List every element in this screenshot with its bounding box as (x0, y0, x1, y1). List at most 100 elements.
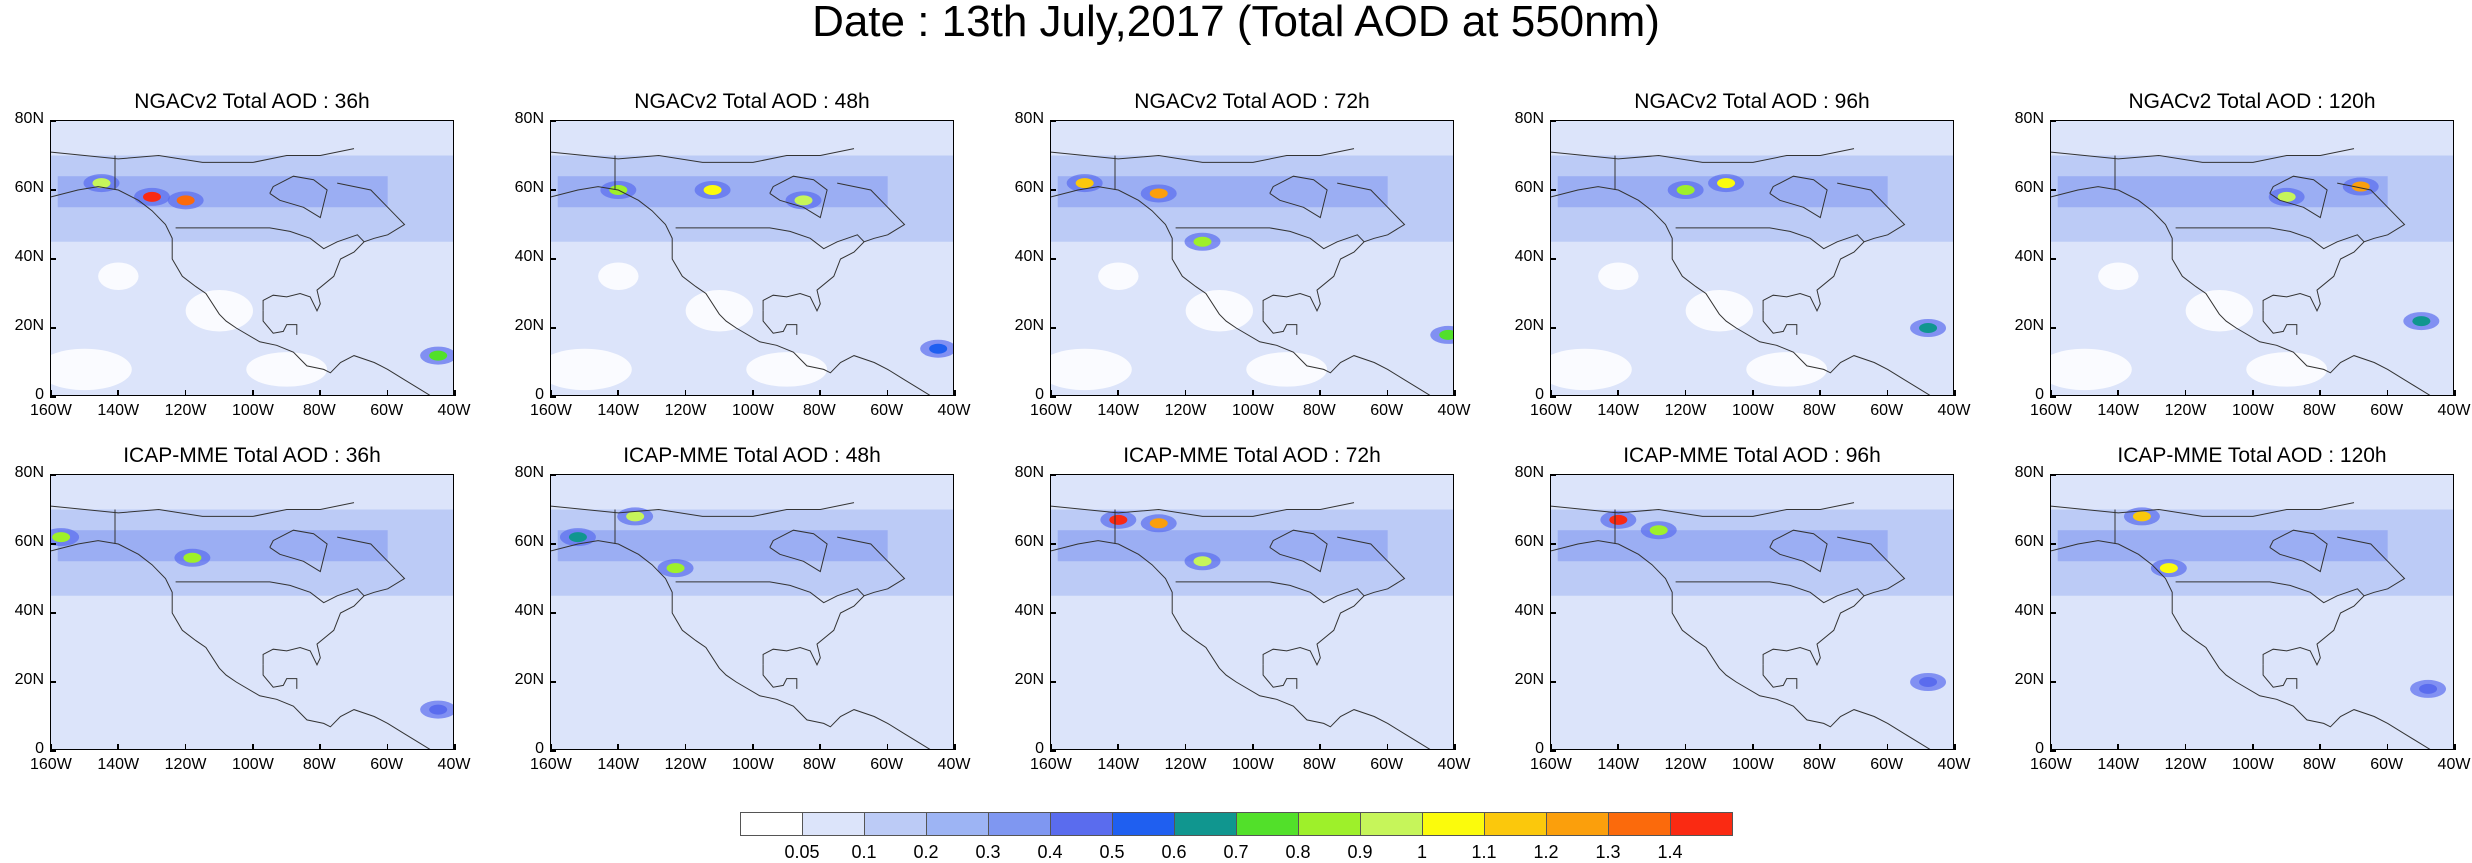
x-tick-mark (454, 744, 456, 750)
coastline-west (1551, 540, 1931, 749)
coastline-east (1762, 536, 1906, 666)
figure-title: Date : 13th July,2017 (Total AOD at 550n… (812, 0, 1660, 46)
x-tick-mark (1454, 390, 1456, 396)
panel-title: NGACv2 Total AOD : 72h (1134, 90, 1370, 113)
x-tick-mark (1617, 744, 1619, 750)
y-tick-mark (1550, 189, 1556, 191)
colorbar-label: 0.5 (1099, 842, 1125, 862)
y-tick-label: 40N (1514, 248, 1544, 265)
y-tick-mark (2050, 396, 2056, 398)
gulf-coast (762, 310, 798, 335)
y-tick-label: 0 (2035, 740, 2044, 757)
y-tick-mark (1550, 750, 1556, 752)
aod-hotspot (1184, 552, 1221, 571)
coastline-west (2051, 540, 2431, 749)
us-canada-border (175, 581, 365, 604)
y-tick-mark (1050, 120, 1056, 122)
y-tick-mark (550, 750, 556, 752)
aod-hotspot (1184, 232, 1221, 251)
x-tick-mark (886, 390, 889, 396)
colorbar-label: 1.2 (1533, 842, 1559, 862)
aod-field (51, 121, 453, 395)
x-tick-mark (1819, 390, 1821, 396)
x-tick-mark (954, 390, 956, 396)
arctic-coast (1051, 148, 1355, 163)
arctic-coast (551, 502, 855, 517)
x-tick-label: 60W (1370, 402, 1404, 419)
aod-clear-patch (2246, 352, 2328, 387)
x-tick-mark (1117, 744, 1119, 750)
aod-background-band (1051, 121, 1453, 156)
x-tick-mark (1184, 390, 1187, 396)
x-tick-label: 60W (870, 402, 904, 419)
x-tick-label: 160W (2030, 756, 2072, 773)
aod-plume-band (1057, 176, 1388, 208)
hudson-bay (769, 529, 828, 573)
aod-hotspot (785, 191, 822, 210)
y-tick-label: 80N (2014, 110, 2044, 127)
y-tick-label: 0 (535, 740, 544, 757)
colorbar-label: 0.9 (1347, 842, 1373, 862)
x-tick-mark (2184, 744, 2187, 750)
coastline-west (51, 540, 431, 749)
y-tick-label: 80N (514, 110, 544, 127)
x-tick-mark (117, 390, 119, 396)
aod-plume-band (557, 530, 888, 562)
y-tick-label: 80N (1514, 110, 1544, 127)
x-tick-mark (1550, 390, 1552, 396)
x-tick-mark (1684, 744, 1687, 750)
x-tick-mark (1752, 390, 1754, 396)
aod-hotspot (2150, 559, 2187, 578)
x-tick-mark (1954, 744, 1956, 750)
us-canada-border (1175, 581, 1365, 604)
y-tick-label: 60N (2014, 533, 2044, 550)
aod-map (1550, 474, 1954, 750)
y-tick-mark (1050, 474, 1056, 476)
y-tick-label: 40N (14, 248, 44, 265)
aod-map (1050, 120, 1454, 396)
y-tick-label: 0 (2035, 386, 2044, 403)
coastline-east (262, 536, 406, 666)
aod-hotspot (559, 528, 596, 547)
y-tick-label: 20N (14, 317, 44, 334)
colorbar-label: 0.05 (784, 842, 820, 862)
x-tick-label: 160W (30, 756, 72, 773)
y-tick-mark (50, 543, 56, 545)
x-tick-mark (319, 744, 321, 750)
x-tick-label: 80W (1802, 402, 1836, 419)
coastline-west (2051, 186, 2431, 395)
aod-background-band (1551, 595, 1953, 682)
x-tick-mark (1454, 744, 1456, 750)
aod-hotspot (1667, 181, 1704, 199)
panel-title: ICAP-MME Total AOD : 48h (623, 444, 881, 467)
x-tick-label: 60W (370, 402, 404, 419)
y-tick-label: 60N (2014, 179, 2044, 196)
x-tick-label: 60W (1870, 756, 1904, 773)
x-tick-mark (1954, 390, 1956, 396)
aod-clear-patch (1098, 262, 1139, 291)
us-canada-border (1175, 227, 1365, 250)
coastline-east (762, 182, 906, 312)
colorbar-label: 0.8 (1285, 842, 1311, 862)
x-tick-label: 160W (530, 402, 572, 419)
y-tick-mark (1550, 327, 1556, 329)
aod-map (2050, 120, 2454, 396)
aod-clear-patch (598, 262, 639, 291)
x-tick-label: 160W (530, 756, 572, 773)
coastline-west (551, 540, 931, 749)
us-canada-border (2175, 581, 2365, 604)
y-tick-label: 80N (514, 464, 544, 481)
y-tick-mark (550, 120, 556, 122)
x-tick-mark (1386, 390, 1389, 396)
aod-clear-patch (1685, 290, 1753, 332)
x-tick-mark (386, 744, 389, 750)
aod-hotspot (1910, 319, 1947, 337)
aod-background-band (1051, 475, 1453, 510)
coastline-east (262, 182, 406, 312)
colorbar-swatch (740, 812, 803, 836)
aod-background-band (51, 121, 453, 156)
map-panel: ICAP-MME Total AOD : 120h 80N 60N 40N 20N 0 16… (2015, 444, 2471, 773)
y-tick-mark (2050, 681, 2056, 683)
gulf-coast (262, 310, 298, 335)
x-tick-mark (617, 390, 619, 396)
